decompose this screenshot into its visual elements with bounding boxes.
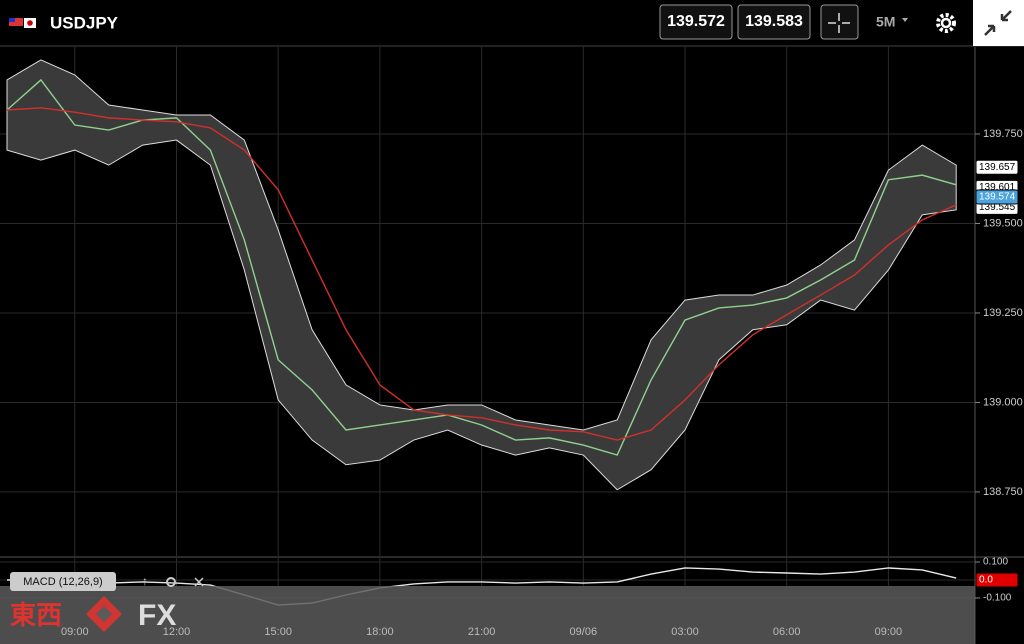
x-tick-label: 06:00 [773,626,801,638]
price-tag-label: 0.0 [979,575,993,586]
ask-price: 139.583 [745,13,803,30]
y-tick-label: 139.500 [983,217,1023,229]
y-tick-label: -0.100 [983,593,1012,604]
x-tick-label: 12:00 [163,626,191,638]
settings-icon[interactable] [936,13,956,33]
flag-jp-sun [27,20,33,26]
logo-text: 東西 [10,600,62,630]
x-tick-label: 15:00 [264,626,292,638]
x-tick-label: 03:00 [671,626,699,638]
indicator-close[interactable] [194,577,204,587]
y-tick-label: 138.750 [983,486,1023,498]
flag-us-canton [9,18,15,22]
series-line [6,107,957,441]
flag-us [9,18,23,26]
plots: 139.750 139.500 139.250 139.000 138.750 139.6… [0,47,1023,606]
bid-price: 139.572 [667,13,725,30]
logo-mark-inner [96,606,112,622]
logo-fx: FX [138,599,176,632]
price-tag-label: 139.657 [979,162,1016,173]
indicator-tag[interactable] [10,572,116,591]
ask-button[interactable] [737,4,811,40]
price-tag [975,159,1019,175]
y-tick-label: 139.000 [983,396,1023,408]
indicator-settings[interactable] [166,577,176,587]
indicator-up[interactable]: ↑ [142,574,148,588]
indicator-label: MACD (12,26,9) [23,576,102,588]
price-tag [975,189,1019,205]
crosshair-icon [828,13,850,33]
dropdown-caret [902,18,908,22]
bollinger-band [6,59,957,491]
y-tick-label: 139.250 [983,307,1023,319]
x-tick-label: 21:00 [468,626,496,638]
y-tick-label: 0.100 [983,557,1008,568]
price-tag-label: 139.545 [979,202,1016,213]
y-tick-label: 139.750 [983,128,1023,140]
x-tick-label: 09/06 [570,626,598,638]
time-axis-bar [0,586,975,644]
collapse-icon [984,10,1012,36]
timeframe[interactable]: 5M [876,14,895,30]
price-tag-label: 139.601 [979,182,1016,193]
settings-icon-core [940,17,952,29]
bid-button[interactable] [659,4,733,40]
time-labels: 09:00 12:00 15:00 18:00 21:00 09/06 03:00 06:00… [61,626,902,638]
x-tick-label: 09:00 [875,626,903,638]
collapse-button[interactable] [973,0,1024,46]
x-tick-label: 09:00 [61,626,89,638]
series-line [6,78,957,456]
x-tick-label: 18:00 [366,626,394,638]
crosshair-button[interactable] [820,4,859,40]
toolbar [0,0,1024,46]
price-tag [975,572,1019,588]
price-tag-label: 139.574 [979,192,1016,203]
symbol[interactable]: USDJPY [50,13,119,32]
series-line [6,567,957,606]
